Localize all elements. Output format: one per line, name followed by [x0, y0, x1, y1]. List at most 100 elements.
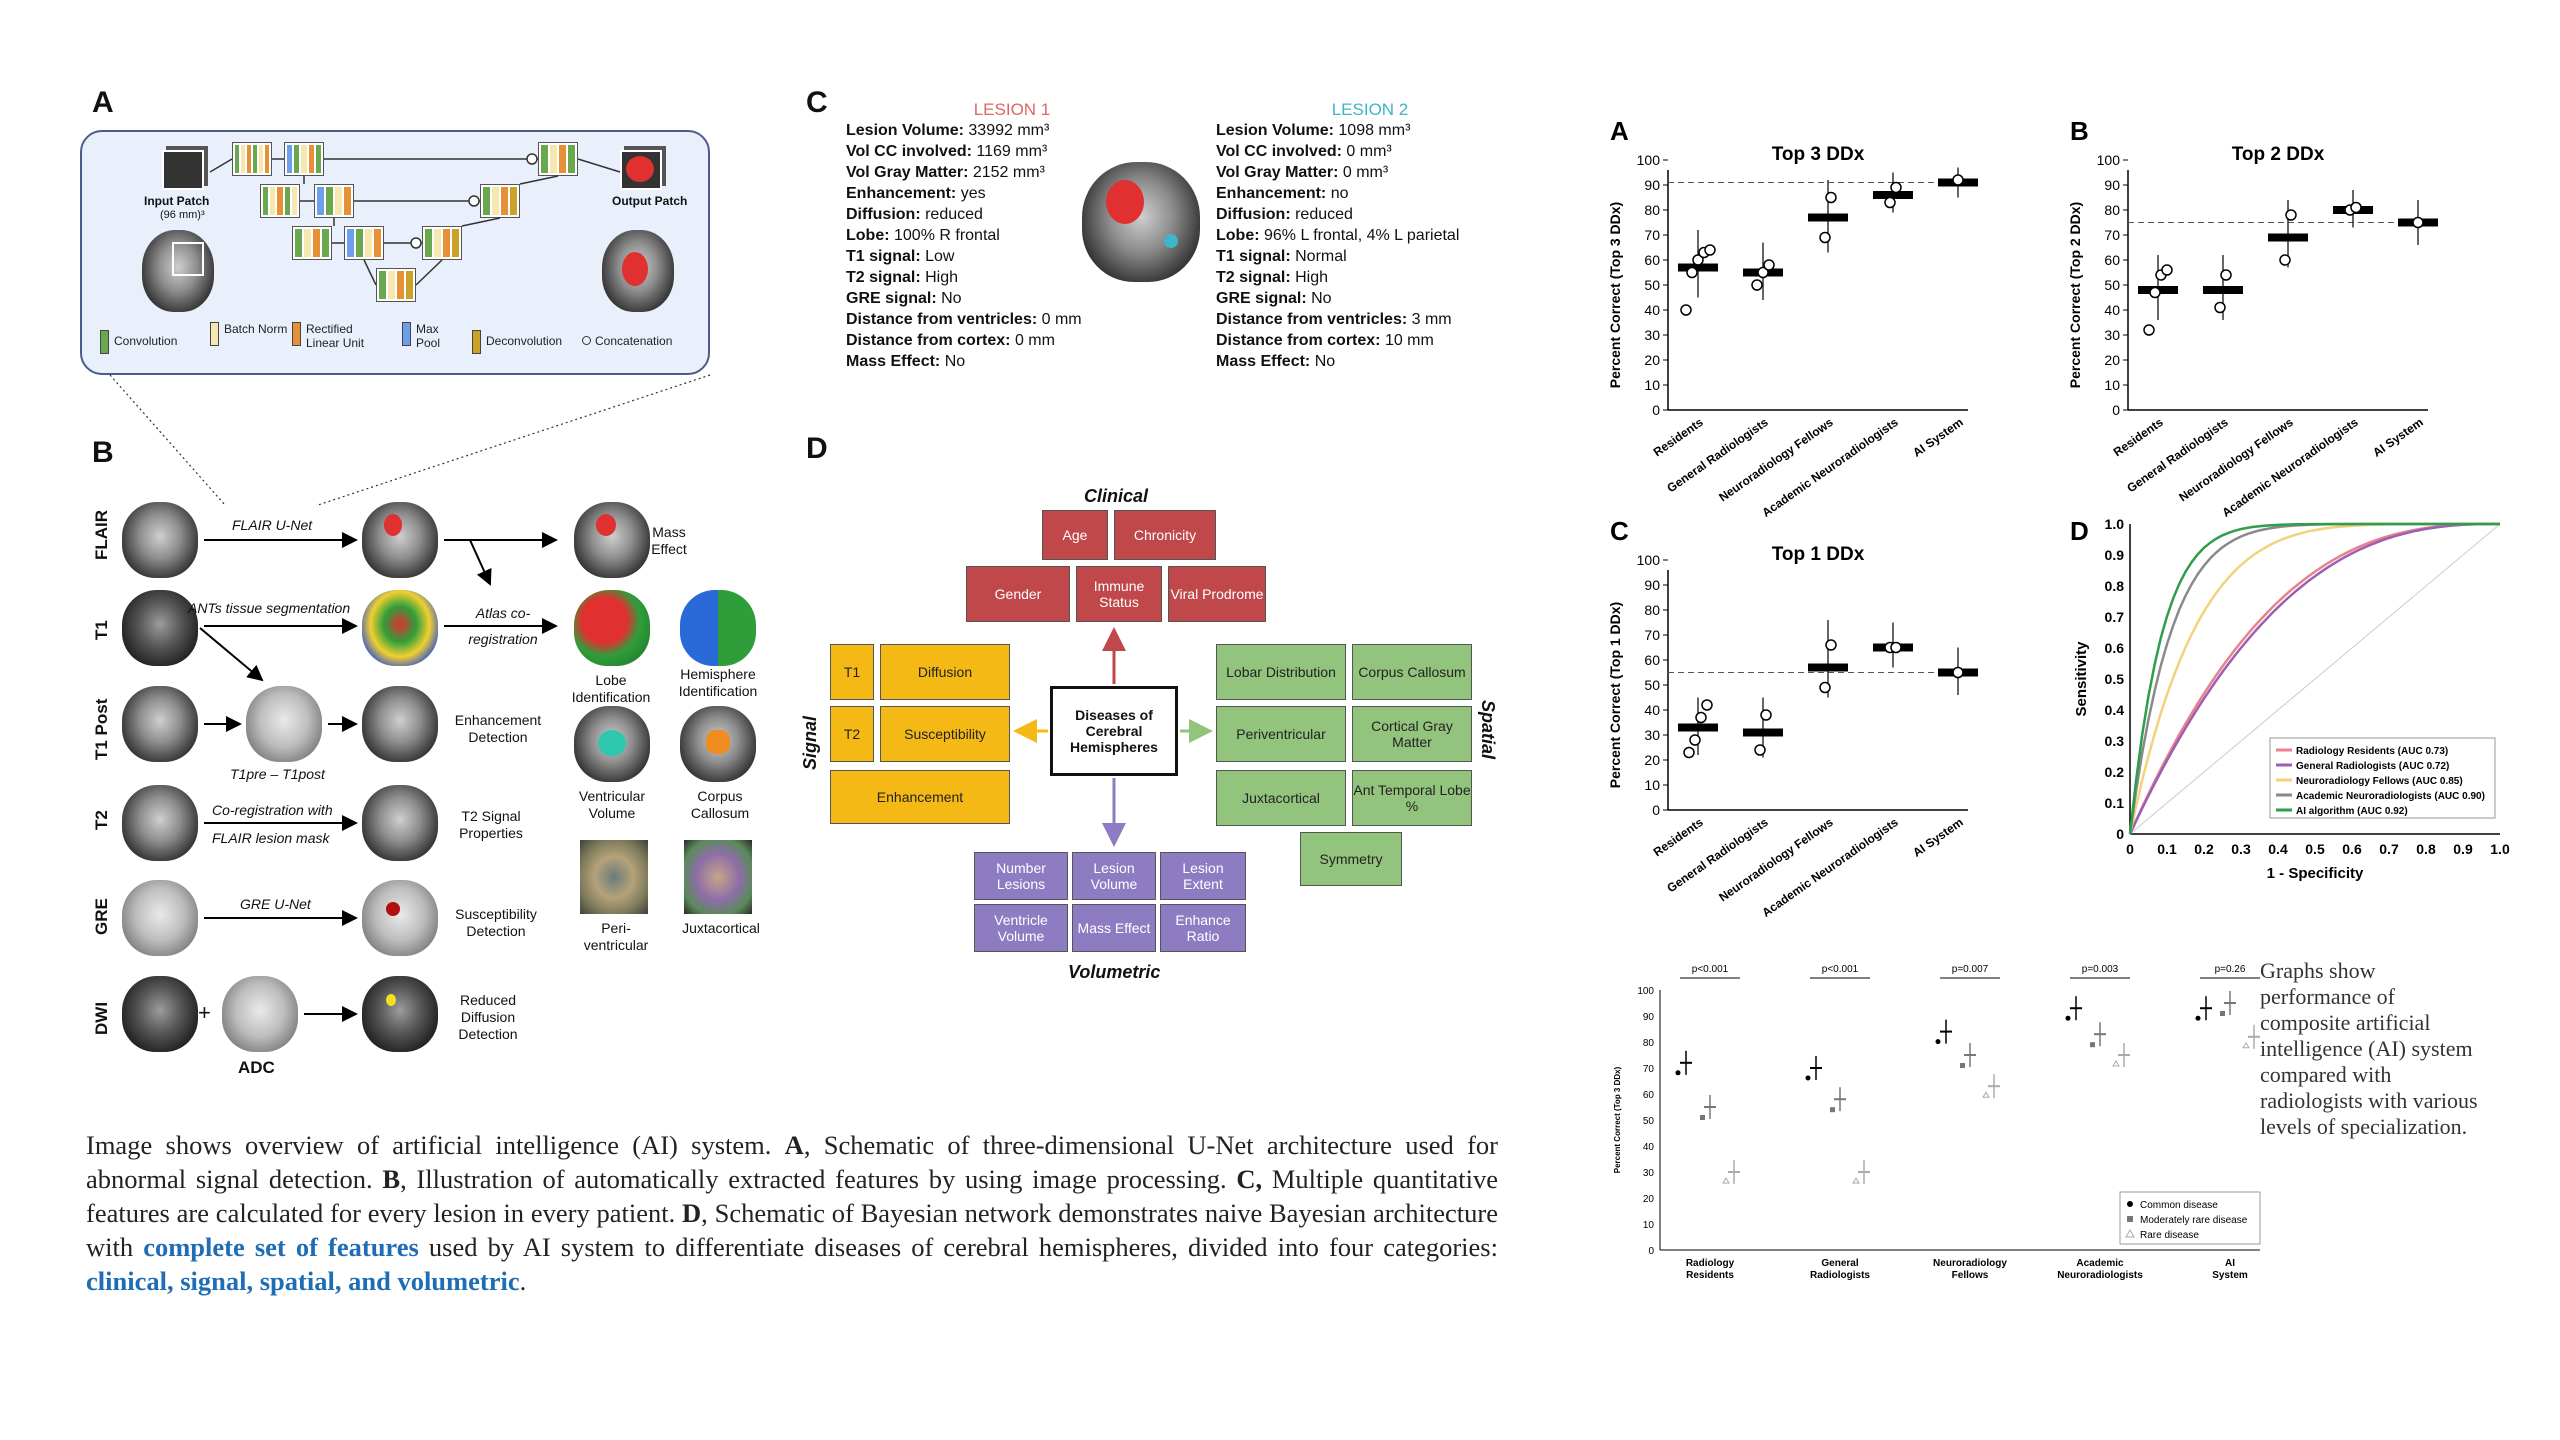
series-point	[2242, 1041, 2250, 1049]
y-tick-label: 0.7	[2105, 609, 2125, 625]
y-tick-label: 20	[1644, 352, 1660, 368]
series-point	[1960, 1063, 1965, 1068]
pvalue-label: p=0.003	[2082, 964, 2119, 975]
node-lobar-distribution: Lobar Distribution	[1216, 644, 1346, 700]
lesion-feature-label: Lesion Volume:	[846, 122, 969, 139]
zoom-lines	[109, 374, 711, 506]
feature-juxtacortical: Juxtacortical	[682, 920, 760, 936]
x-tick-label: 0.6	[2342, 841, 2362, 857]
legend-deconvolution: Deconvolution	[472, 330, 562, 354]
y-tick-label: 0.8	[2105, 578, 2125, 594]
individual-point	[1819, 681, 1831, 694]
lesion-feature-row: Distance from cortex: 10 mm	[1216, 330, 1516, 351]
node-chronicity: Chronicity	[1114, 510, 1216, 560]
individual-point	[2143, 324, 2155, 336]
flair-brain	[122, 502, 198, 578]
x-tick-label: General	[1821, 1258, 1858, 1269]
lesion-feature-value: 0 mm	[1041, 311, 1082, 328]
node-cortical-gray-matter: Cortical Gray Matter	[1352, 706, 1472, 762]
center-label: Diseases of Cerebral Hemispheres	[1070, 707, 1158, 755]
individual-point	[2214, 301, 2226, 314]
individual-point	[1890, 641, 1902, 654]
x-tick-label: Academic Neuroradiologists	[2219, 415, 2361, 520]
lesion-feature-label: Lesion Volume:	[1216, 122, 1339, 139]
lesion-feature-value: 3 mm	[1411, 311, 1452, 328]
series-point	[2112, 1060, 2120, 1067]
lesion-feature-row: Diffusion: reduced	[1216, 204, 1516, 225]
x-tick-label: Residents	[1686, 1270, 1734, 1281]
node-ventricle-volume: Ventricle Volume	[974, 904, 1068, 952]
ventricle-overlay	[598, 730, 626, 756]
y-tick-label: 10	[1644, 377, 1660, 393]
individual-point	[2350, 201, 2362, 214]
x-tick-label: Academic	[2076, 1258, 2124, 1269]
node-juxtacortical: Juxtacortical	[1216, 770, 1346, 826]
x-axis-label: 1 - Specificity	[2267, 865, 2364, 882]
flair-unet-output	[362, 502, 438, 578]
x-tick-label: 0.5	[2305, 841, 2325, 857]
x-tick-label: 1.0	[2490, 841, 2510, 857]
panel-a-label: A	[92, 86, 114, 119]
lesion2-features: Lesion Volume: 1098 mm³ Vol CC involved: …	[1216, 120, 1516, 372]
x-tick-label: Radiology	[1686, 1258, 1735, 1269]
lesion2-overlay	[1164, 234, 1178, 248]
y-tick-label: 80	[1644, 602, 1660, 618]
diffusion-output	[362, 976, 438, 1052]
unet-connections	[209, 153, 621, 286]
feature-t2-signal: T2 Signal Properties	[459, 808, 523, 841]
concatenation-circle-icon	[582, 336, 591, 345]
y-tick-label: 90	[1643, 1012, 1655, 1023]
x-tick-label: 0.3	[2231, 841, 2251, 857]
category-clinical: Clinical	[1084, 486, 1149, 506]
caption-ref-a: A	[784, 1130, 804, 1160]
mean-bar	[2203, 286, 2243, 294]
lesion-feature-row: Enhancement: no	[1216, 183, 1516, 204]
roc-curve	[2128, 522, 2500, 835]
lesion-feature-row: Enhancement: yes	[846, 183, 1082, 204]
mean-bar	[1808, 663, 1848, 672]
legend-label: AI algorithm (AUC 0.92)	[2296, 806, 2408, 817]
arrow-label-atlas: Atlas co-registration	[468, 605, 538, 647]
lesion-feature-row: GRE signal: No	[846, 288, 1082, 309]
unet-block	[260, 184, 300, 218]
unet-block	[344, 226, 384, 260]
deconvolution-swatch	[472, 330, 481, 354]
y-tick-label: 0	[2112, 402, 2120, 418]
lesion-feature-label: T1 signal:	[846, 248, 926, 265]
y-tick-label: 0.5	[2105, 671, 2125, 687]
mean-bar	[1678, 263, 1718, 272]
y-tick-label: 50	[1644, 277, 1660, 293]
y-tick-label: 40	[2104, 302, 2120, 318]
y-axis-label: Sensitivity	[2073, 641, 2090, 717]
lesion-feature-label: Enhancement:	[846, 185, 961, 202]
x-tick-label: 0.2	[2194, 841, 2214, 857]
lesion-feature-row: T2 signal: High	[846, 267, 1082, 288]
gre-brain	[122, 880, 198, 956]
series-point	[1852, 1177, 1860, 1184]
node-susceptibility: Susceptibility	[880, 706, 1010, 762]
lesion-feature-label: Enhancement:	[1216, 185, 1331, 202]
x-tick-label: Academic Neuroradiologists	[1759, 415, 1901, 520]
y-tick-label: 0.2	[2105, 764, 2125, 780]
node-lesion-volume: Lesion Volume	[1072, 852, 1156, 900]
mass-effect-image	[574, 502, 650, 578]
feature-enhancement: Enhancement Detection	[454, 712, 542, 745]
lesion-feature-value: High	[1295, 269, 1329, 286]
caption-text: used by AI system to differentiate disea…	[418, 1232, 1498, 1262]
lesion-feature-value: 1098 mm³	[1338, 122, 1411, 139]
node-corpus-callosum: Corpus Callosum	[1352, 644, 1472, 700]
series-point	[1805, 1075, 1811, 1081]
individual-point	[2161, 264, 2173, 276]
lesion-feature-value: 96% L frontal, 4% L parietal	[1264, 227, 1460, 244]
x-tick-label: Neuroradiology Fellows	[1716, 815, 1836, 905]
enhancement-map	[362, 686, 438, 762]
category-volumetric: Volumetric	[1068, 962, 1161, 982]
node-t2: T2	[830, 706, 874, 762]
lesion-feature-row: Distance from ventricles: 0 mm	[846, 309, 1082, 330]
individual-point	[1763, 259, 1775, 271]
y-tick-label: 30	[1643, 1168, 1655, 1179]
individual-point	[2285, 209, 2297, 221]
mean-bar	[1743, 728, 1783, 737]
y-tick-label: 40	[1643, 1142, 1655, 1153]
lesion-feature-label: Vol CC involved:	[1216, 143, 1347, 160]
